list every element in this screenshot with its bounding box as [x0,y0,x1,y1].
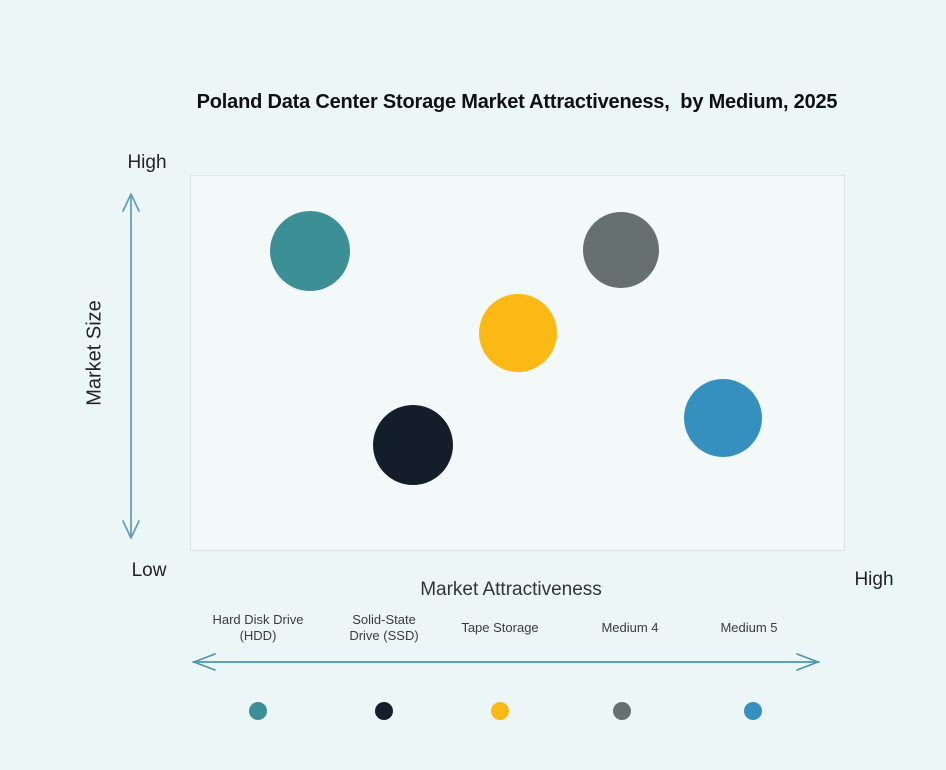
plot-area [190,175,845,551]
bubble-medium-4 [583,212,659,288]
legend-dot-solid-state-drive-ssd [375,702,393,720]
x-axis-title: Market Attractiveness [420,579,602,600]
bubble-medium-5 [684,379,762,457]
bubble-tape-storage [479,294,557,372]
bubble-solid-state-drive-ssd [373,405,453,485]
legend-dot-medium-4 [613,702,631,720]
legend-label-hard-disk-drive-hdd: Hard Disk Drive (HDD) [212,612,304,643]
legend-dot-medium-5 [744,702,762,720]
x-axis-arrow-icon [192,653,820,671]
chart-title: Poland Data Center Storage Market Attrac… [196,91,838,113]
y-axis-high-label: High [127,152,167,173]
y-axis-low-label: Low [131,560,167,581]
legend-label-medium-4: Medium 4 [601,620,659,636]
legend-dot-hard-disk-drive-hdd [249,702,267,720]
bubble-hard-disk-drive-hdd [270,211,350,291]
legend-dot-tape-storage [491,702,509,720]
y-axis-arrow-icon [122,193,140,539]
legend-label-tape-storage: Tape Storage [461,620,539,636]
x-axis-high-label: High [854,569,894,590]
y-axis-title: Market Size [83,300,106,406]
legend-label-medium-5: Medium 5 [720,620,778,636]
legend-label-solid-state-drive-ssd: Solid-State Drive (SSD) [349,612,419,643]
